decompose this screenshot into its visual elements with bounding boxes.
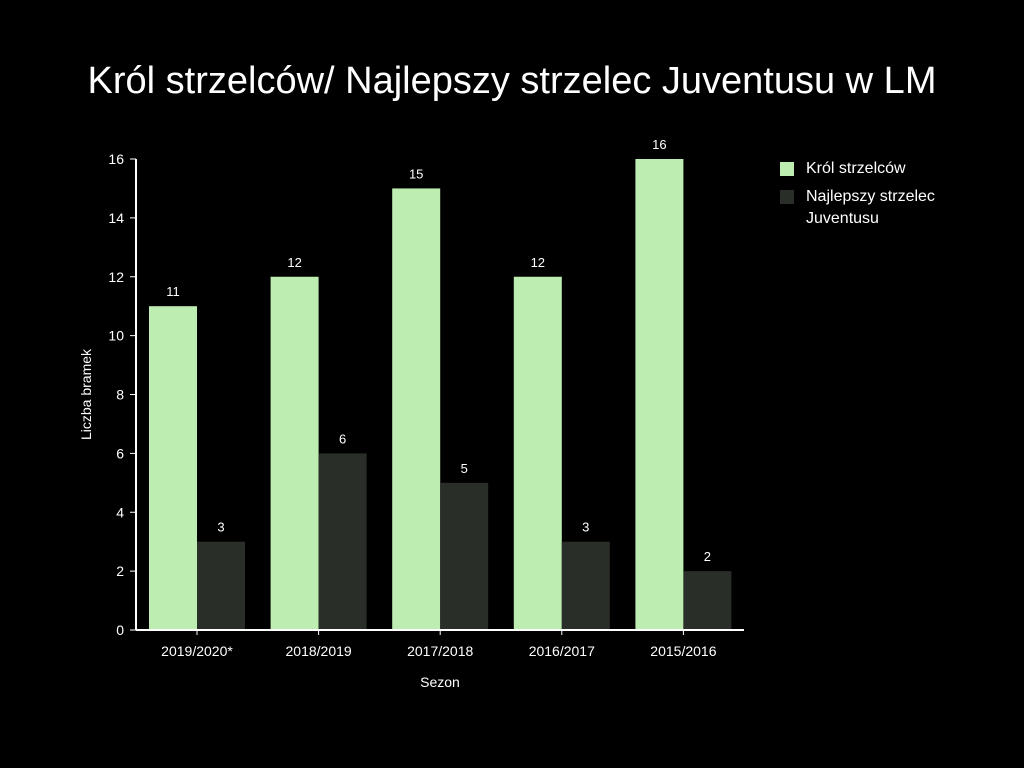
- y-tick-label: 14: [108, 210, 124, 226]
- bar-najlepszy-strzelec: [561, 541, 610, 630]
- legend-item-najlepszy-strzelec: Najlepszy strzelec Juventusu: [780, 186, 980, 230]
- legend-label-najlepszy-strzelec: Najlepszy strzelec Juventusu: [806, 188, 935, 227]
- bar-krol-strzelcow: [392, 188, 441, 630]
- y-axis-title: Liczba bramek: [78, 348, 94, 440]
- y-tick-label: 10: [108, 328, 124, 344]
- y-tick-label: 0: [116, 622, 124, 638]
- legend: Król strzelców Najlepszy strzelec Juvent…: [780, 158, 980, 236]
- y-tick-label: 16: [108, 151, 124, 167]
- data-label-krol-strzelcow: 16: [652, 137, 666, 152]
- data-label-najlepszy-strzelec: 6: [339, 431, 346, 446]
- legend-item-krol-strzelcow: Król strzelców: [780, 158, 980, 180]
- bar-najlepszy-strzelec: [197, 541, 245, 630]
- chart-title: Król strzelców/ Najlepszy strzelec Juven…: [87, 60, 937, 102]
- x-tick-label: 2016/2017: [529, 643, 595, 659]
- y-tick-label: 8: [116, 387, 124, 403]
- bar-najlepszy-strzelec: [440, 482, 489, 630]
- bar-krol-strzelcow: [513, 276, 562, 630]
- data-label-najlepszy-strzelec: 3: [582, 520, 589, 535]
- bar-krol-strzelcow: [635, 159, 684, 630]
- x-axis-title: Sezon: [420, 674, 460, 690]
- x-tick-label: 2018/2019: [286, 643, 352, 659]
- data-label-krol-strzelcow: 12: [287, 255, 301, 270]
- bar-najlepszy-strzelec: [683, 571, 732, 630]
- y-tick-label: 12: [108, 269, 124, 285]
- data-label-najlepszy-strzelec: 2: [704, 549, 711, 564]
- x-tick-label: 2017/2018: [407, 643, 473, 659]
- data-label-krol-strzelcow: 15: [409, 166, 423, 181]
- data-label-najlepszy-strzelec: 5: [461, 461, 468, 476]
- data-label-krol-strzelcow: 11: [166, 284, 180, 299]
- bar-krol-strzelcow: [149, 306, 197, 630]
- y-tick-label: 6: [116, 445, 124, 461]
- data-label-najlepszy-strzelec: 3: [217, 520, 224, 535]
- bar-krol-strzelcow: [270, 276, 319, 630]
- legend-swatch-najlepszy-strzelec: [780, 190, 794, 204]
- x-tick-label: 2015/2016: [650, 643, 716, 659]
- y-tick-label: 4: [116, 504, 124, 520]
- y-tick-label: 2: [116, 563, 124, 579]
- bar-najlepszy-strzelec: [318, 453, 367, 630]
- x-tick-label: 2019/2020*: [161, 643, 233, 659]
- legend-label-krol-strzelcow: Król strzelców: [806, 160, 906, 177]
- data-label-krol-strzelcow: 12: [531, 255, 545, 270]
- legend-swatch-krol-strzelcow: [780, 162, 794, 176]
